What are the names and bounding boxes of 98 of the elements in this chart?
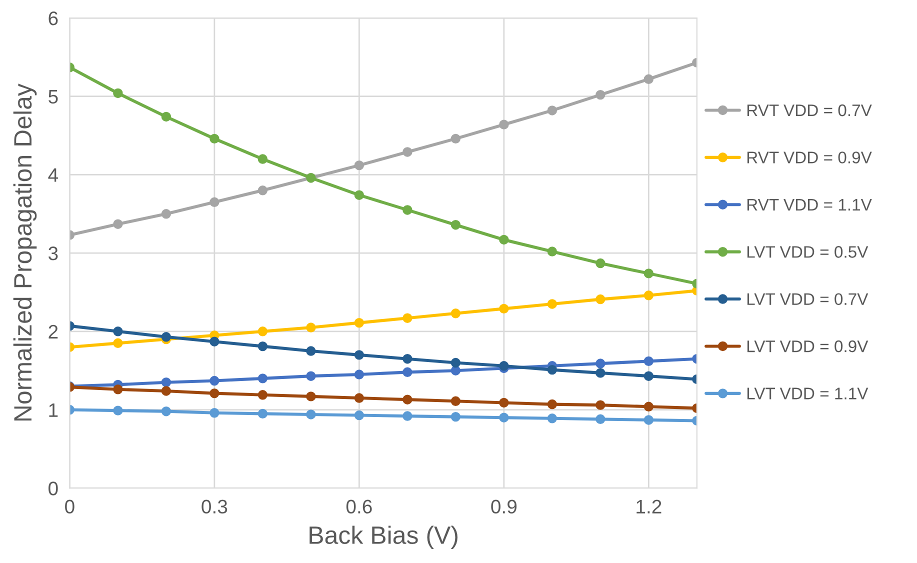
point bbox=[354, 370, 364, 380]
point bbox=[402, 411, 412, 421]
point bbox=[354, 160, 364, 170]
point bbox=[596, 90, 606, 100]
x-tick-label: 0 bbox=[65, 500, 74, 514]
x-tick-label: 0.3 bbox=[202, 500, 228, 514]
point bbox=[258, 341, 268, 352]
point bbox=[258, 374, 268, 384]
x-tick-label: 1.2 bbox=[636, 500, 662, 514]
point bbox=[499, 398, 509, 408]
point bbox=[161, 209, 172, 219]
legend-label: LVT VDD = 0.9V bbox=[747, 340, 868, 352]
point bbox=[644, 268, 654, 278]
point bbox=[306, 410, 316, 420]
y-tick-label: 5 bbox=[48, 90, 58, 104]
point bbox=[547, 246, 558, 256]
point bbox=[450, 412, 461, 422]
point bbox=[547, 299, 558, 309]
x-tick-label: 0.9 bbox=[491, 500, 517, 514]
legend-label: LVT VDD = 0.7V bbox=[747, 293, 868, 306]
point bbox=[450, 308, 461, 318]
y-tick-label: 2 bbox=[48, 324, 58, 338]
point bbox=[547, 399, 558, 410]
point bbox=[402, 394, 412, 404]
point bbox=[210, 408, 220, 418]
point bbox=[113, 338, 123, 348]
point bbox=[354, 410, 364, 420]
y-tick-label: 0 bbox=[48, 482, 58, 496]
point bbox=[354, 393, 364, 403]
point bbox=[113, 326, 123, 336]
point bbox=[596, 294, 606, 304]
point bbox=[210, 134, 220, 144]
point bbox=[306, 392, 316, 402]
point bbox=[644, 74, 654, 84]
point bbox=[402, 354, 412, 364]
point bbox=[499, 304, 509, 314]
y-tick-label: 4 bbox=[48, 168, 58, 182]
legend-label: LVT VDD = 1.1V bbox=[747, 388, 868, 400]
point bbox=[258, 390, 268, 400]
point bbox=[450, 366, 461, 376]
point bbox=[306, 346, 316, 356]
point bbox=[161, 332, 172, 342]
point bbox=[210, 197, 220, 207]
point bbox=[354, 190, 364, 200]
point bbox=[499, 120, 509, 130]
point bbox=[113, 384, 123, 394]
point bbox=[596, 258, 606, 268]
point bbox=[547, 364, 558, 375]
point bbox=[644, 371, 654, 381]
y-tick-label: 1 bbox=[49, 403, 58, 417]
point bbox=[306, 371, 316, 381]
legend-label: LVT VDD = 0.5V bbox=[747, 246, 868, 258]
x-tick-label: 0.6 bbox=[346, 500, 372, 514]
legend-label: RVT VDD = 1.1V bbox=[747, 198, 872, 210]
point bbox=[402, 367, 412, 378]
point bbox=[258, 326, 268, 336]
point bbox=[161, 112, 172, 122]
point bbox=[547, 106, 558, 116]
point bbox=[450, 134, 461, 144]
point bbox=[113, 406, 123, 416]
y-axis-title: Normalized Propagation Delay bbox=[13, 84, 37, 421]
point bbox=[258, 154, 268, 164]
point bbox=[644, 356, 654, 366]
point bbox=[210, 388, 220, 398]
point bbox=[499, 412, 509, 422]
point bbox=[644, 290, 654, 300]
y-tick-label: 6 bbox=[48, 11, 58, 26]
point bbox=[354, 318, 364, 328]
point bbox=[402, 313, 412, 323]
point bbox=[402, 147, 412, 157]
point bbox=[499, 361, 509, 371]
point bbox=[258, 186, 268, 196]
point bbox=[161, 377, 172, 388]
point bbox=[113, 219, 123, 229]
point bbox=[450, 358, 461, 368]
point bbox=[644, 415, 654, 425]
point bbox=[596, 400, 606, 410]
legend-label: RVT VDD = 0.7V bbox=[747, 104, 872, 116]
point bbox=[499, 234, 509, 245]
point bbox=[258, 408, 268, 419]
y-tick-label: 3 bbox=[48, 246, 58, 260]
point bbox=[596, 358, 606, 368]
point bbox=[306, 322, 316, 332]
point bbox=[113, 88, 123, 98]
point bbox=[161, 406, 172, 416]
point bbox=[596, 368, 606, 378]
point bbox=[161, 386, 172, 396]
x-axis-title: Back Bias (V) bbox=[310, 526, 458, 549]
point bbox=[596, 414, 606, 424]
point bbox=[450, 396, 461, 406]
point bbox=[210, 336, 220, 346]
point bbox=[210, 376, 220, 386]
point bbox=[450, 220, 461, 230]
legend-label: RVT VDD = 0.9V bbox=[747, 152, 872, 164]
point bbox=[354, 350, 364, 360]
point bbox=[644, 402, 654, 412]
point bbox=[547, 414, 558, 424]
point bbox=[402, 205, 412, 215]
